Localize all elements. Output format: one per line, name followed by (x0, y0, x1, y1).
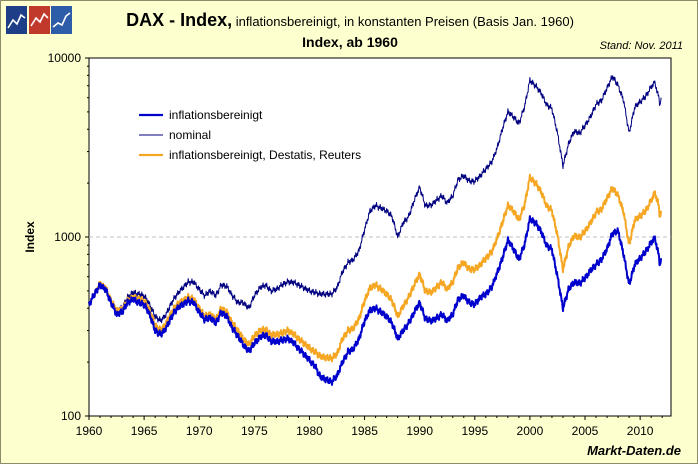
y-axis-label: Index (23, 221, 37, 253)
series-line-nominal (88, 75, 662, 324)
y-tick-label: 1000 (54, 230, 81, 244)
title-sub: inflationsbereinigt, in konstanten Preis… (232, 14, 574, 29)
logo-tile-3 (51, 6, 73, 34)
legend-label-nominal: nominal (169, 128, 211, 142)
stand-date: Stand: Nov. 2011 (599, 40, 683, 52)
x-tick-label: 1995 (461, 424, 488, 438)
chart-title: DAX - Index, inflationsbereinigt, in kon… (1, 10, 698, 31)
logo-tile-2 (28, 6, 50, 34)
legend: inflationsbereinigt nominal inflationsbe… (139, 108, 361, 162)
x-tick-label: 1975 (241, 424, 268, 438)
axis-layer: 100 1000 10000 1960 1965 1970 1975 1980 1985 1990… (48, 51, 663, 438)
logo-tile-1 (6, 6, 27, 34)
source-label[interactable]: Markt-Daten.de (587, 443, 681, 458)
series-layer (88, 75, 663, 386)
y-tick-label: 100 (61, 409, 81, 423)
x-tick-label: 1980 (296, 424, 323, 438)
legend-label-inflation: inflationsbereinigt (169, 108, 263, 122)
y-tick-label: 10000 (48, 51, 82, 65)
x-tick-label: 2005 (572, 424, 599, 438)
site-logo[interactable] (6, 6, 73, 34)
x-tick-label: 1960 (76, 424, 103, 438)
x-tick-label: 1965 (131, 424, 158, 438)
legend-label-destatis: inflationsbereinigt, Destatis, Reuters (169, 148, 361, 162)
series-line-inflation (88, 215, 663, 386)
title-main: DAX - Index, (126, 10, 233, 30)
x-tick-label: 1985 (351, 424, 378, 438)
chart-subtitle: Index, ab 1960 (302, 34, 398, 50)
series-line-destatis (88, 173, 663, 363)
x-tick-label: 1990 (406, 424, 433, 438)
x-tick-label: 2010 (627, 424, 654, 438)
x-tick-label: 1970 (186, 424, 213, 438)
x-tick-label: 2000 (517, 424, 544, 438)
